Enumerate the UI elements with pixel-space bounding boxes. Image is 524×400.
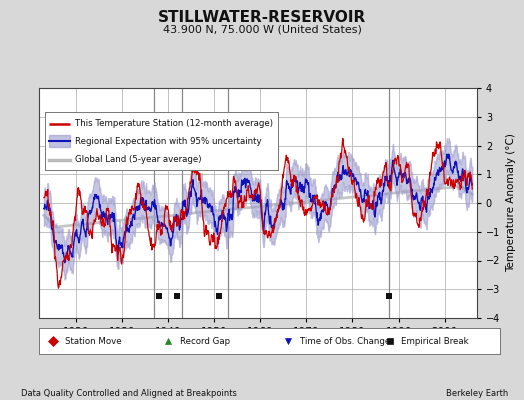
Text: Regional Expectation with 95% uncertainty: Regional Expectation with 95% uncertaint…	[75, 136, 261, 146]
Y-axis label: Temperature Anomaly (°C): Temperature Anomaly (°C)	[506, 134, 516, 272]
Text: 43.900 N, 75.000 W (United States): 43.900 N, 75.000 W (United States)	[162, 24, 362, 34]
Text: Station Move: Station Move	[64, 336, 121, 346]
Text: Berkeley Earth: Berkeley Earth	[446, 389, 508, 398]
Text: Global Land (5-year average): Global Land (5-year average)	[75, 155, 201, 164]
Text: Data Quality Controlled and Aligned at Breakpoints: Data Quality Controlled and Aligned at B…	[21, 389, 237, 398]
Text: Empirical Break: Empirical Break	[401, 336, 469, 346]
Text: Time of Obs. Change: Time of Obs. Change	[300, 336, 390, 346]
Text: Record Gap: Record Gap	[180, 336, 230, 346]
Text: STILLWATER-RESERVOIR: STILLWATER-RESERVOIR	[158, 10, 366, 25]
Text: This Temperature Station (12-month average): This Temperature Station (12-month avera…	[75, 119, 273, 128]
